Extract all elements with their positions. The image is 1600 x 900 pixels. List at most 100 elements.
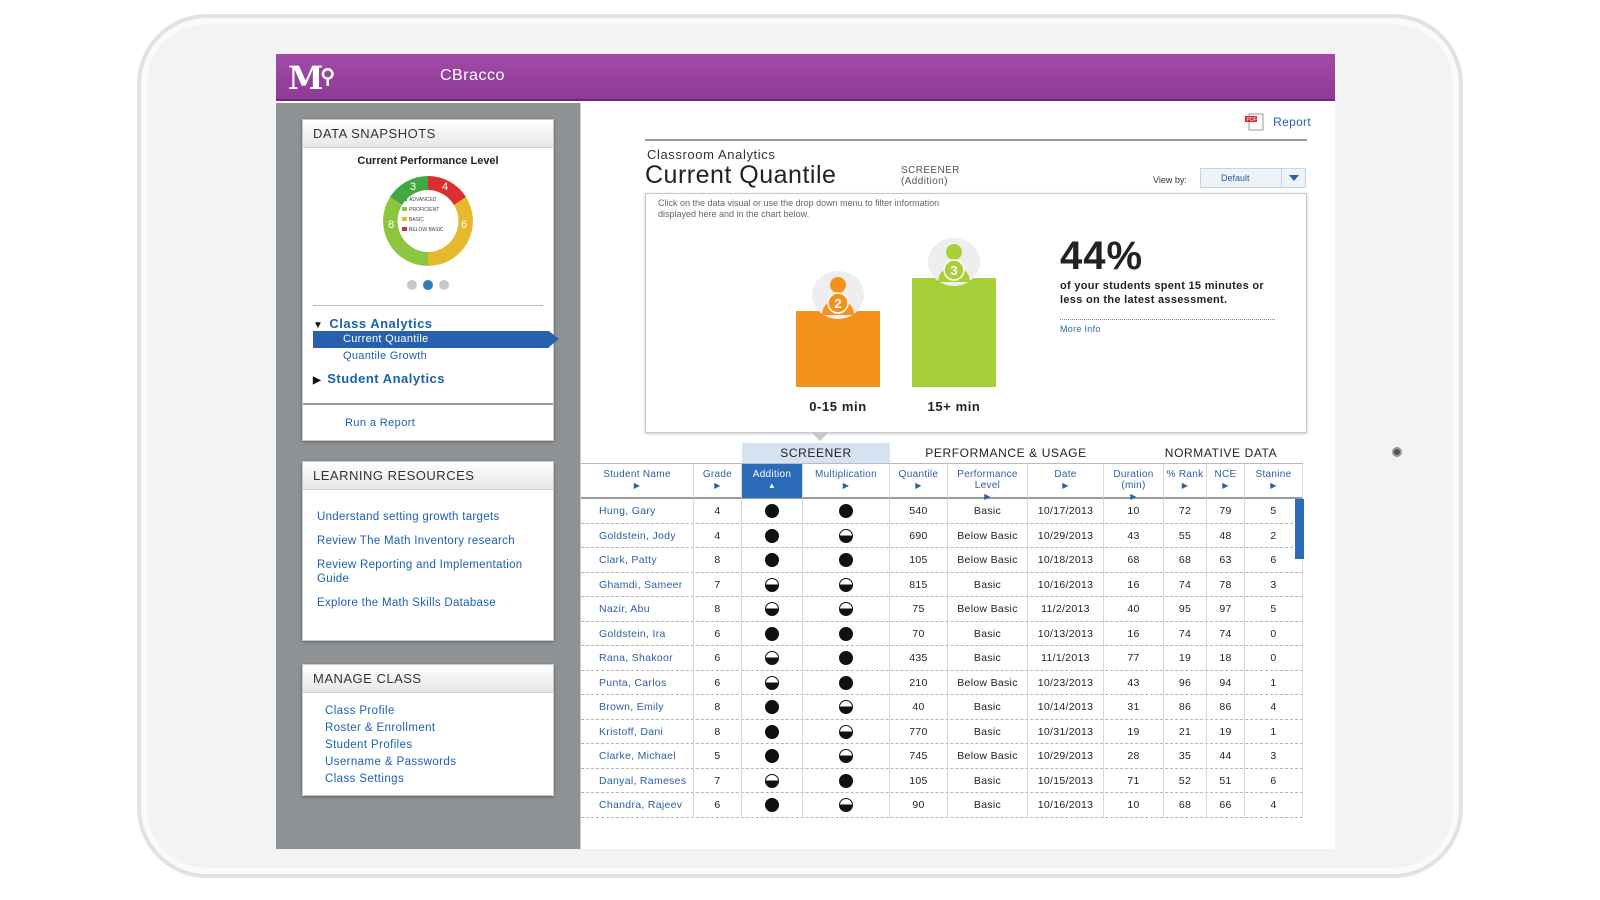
run-report-link[interactable]: Run a Report bbox=[345, 417, 416, 429]
view-by-dropdown[interactable]: Default bbox=[1200, 168, 1306, 188]
table-cell bbox=[803, 719, 890, 744]
table-row[interactable]: Clarke, Michael 5 745 Below Basic 10/29/2013… bbox=[581, 744, 1303, 769]
column-header[interactable]: Performance Level ▶ bbox=[948, 464, 1028, 501]
half-circle-icon bbox=[839, 749, 853, 764]
half-circle-icon bbox=[839, 577, 853, 592]
table-cell bbox=[742, 499, 803, 524]
table-cell: Below Basic bbox=[948, 548, 1028, 573]
student-name-link[interactable]: Clark, Patty bbox=[581, 548, 694, 573]
group-performance: PERFORMANCE & USAGE bbox=[925, 446, 1087, 460]
nav-quantile-growth[interactable]: Quantile Growth bbox=[343, 350, 427, 362]
student-name-link[interactable]: Goldstein, Jody bbox=[581, 523, 694, 548]
learning-link[interactable]: Review Reporting and Implementation Guid… bbox=[317, 559, 523, 585]
learning-link[interactable]: Understand setting growth targets bbox=[317, 511, 500, 523]
table-cell: 72 bbox=[1164, 499, 1207, 524]
donut-label-3: 3 bbox=[410, 181, 416, 193]
table-row[interactable]: Hung, Gary 4 540 Basic 10/17/2013 10 72 79 5 bbox=[581, 499, 1303, 524]
table-cell: 10/18/2013 bbox=[1028, 548, 1104, 573]
manage-link[interactable]: Class Profile bbox=[325, 705, 395, 717]
table-row[interactable]: Goldstein, Ira 6 70 Basic 10/13/2013 16 74 74 0 bbox=[581, 621, 1303, 646]
chart-bar[interactable] bbox=[912, 278, 996, 387]
column-header[interactable]: Grade ▶ bbox=[694, 464, 742, 498]
home-button[interactable] bbox=[1392, 447, 1402, 457]
student-name-link[interactable]: Hung, Gary bbox=[581, 499, 694, 524]
nav-student-analytics[interactable]: ▶ Student Analytics bbox=[313, 371, 446, 386]
student-name-link[interactable]: Danyal, Rameses bbox=[581, 768, 694, 793]
chevron-down-icon[interactable] bbox=[1281, 169, 1305, 187]
manage-link[interactable]: Class Settings bbox=[325, 773, 405, 785]
table-row[interactable]: Rana, Shakoor 6 435 Basic 11/1/2013 77 19 18 0 bbox=[581, 646, 1303, 671]
column-header[interactable]: Multiplication ▶ bbox=[803, 464, 890, 498]
manage-link[interactable]: Username & Passwords bbox=[325, 756, 457, 768]
left-sidebar: DATA SNAPSHOTS Current Performance Level… bbox=[276, 103, 580, 849]
student-name-link[interactable]: Kristoff, Dani bbox=[581, 719, 694, 744]
table-cell: 55 bbox=[1164, 523, 1207, 548]
table-row[interactable]: Punta, Carlos 6 210 Below Basic 10/23/2013 43… bbox=[581, 670, 1303, 695]
table-row[interactable]: Brown, Emily 8 40 Basic 10/14/2013 31 86 86 4 bbox=[581, 695, 1303, 720]
table-cell: 68 bbox=[1164, 793, 1207, 818]
table-row[interactable]: Ghamdi, Sameer 7 815 Basic 10/16/2013 16 74 78 3 bbox=[581, 572, 1303, 597]
performance-donut-chart[interactable]: 3 4 6 8 ADVANCED PROFICIENT BASIC BELOW … bbox=[358, 171, 498, 271]
table-cell: 11/1/2013 bbox=[1028, 646, 1104, 671]
panel-title: MANAGE CLASS bbox=[303, 665, 553, 693]
learning-link[interactable]: Review The Math Inventory research bbox=[317, 535, 515, 547]
half-circle-icon bbox=[839, 528, 853, 543]
student-name-link[interactable]: Ghamdi, Sameer bbox=[581, 572, 694, 597]
report-button[interactable]: PDF Report bbox=[1245, 113, 1311, 131]
student-name-link[interactable]: Chandra, Rajeev bbox=[581, 793, 694, 818]
chart-bar[interactable] bbox=[796, 311, 880, 387]
donut-label-8: 8 bbox=[388, 219, 394, 231]
column-header[interactable]: NCE ▶ bbox=[1207, 464, 1245, 498]
table-scrollbar[interactable] bbox=[1295, 499, 1304, 559]
full-circle-icon bbox=[839, 651, 853, 666]
nav-class-analytics[interactable]: ▼ Class Analytics bbox=[313, 316, 433, 331]
column-header[interactable]: Student Name ▶ bbox=[581, 464, 694, 498]
carousel-dot[interactable] bbox=[407, 280, 417, 290]
table-cell bbox=[803, 744, 890, 769]
table-cell bbox=[742, 719, 803, 744]
manage-link[interactable]: Student Profiles bbox=[325, 739, 413, 751]
student-name-link[interactable]: Goldstein, Ira bbox=[581, 621, 694, 646]
column-header[interactable]: Quantile ▶ bbox=[890, 464, 948, 498]
table-cell: 21 bbox=[1164, 719, 1207, 744]
student-name-link[interactable]: Brown, Emily bbox=[581, 695, 694, 720]
nav-current-quantile[interactable]: Current Quantile bbox=[313, 331, 559, 348]
manage-link[interactable]: Roster & Enrollment bbox=[325, 722, 436, 734]
table-cell: 10/23/2013 bbox=[1028, 670, 1104, 695]
table-row[interactable]: Kristoff, Dani 8 770 Basic 10/31/2013 19 21 19 1 bbox=[581, 719, 1303, 744]
view-by-label: View by: bbox=[1153, 175, 1187, 185]
table-cell: 68 bbox=[1164, 548, 1207, 573]
student-name-link[interactable]: Clarke, Michael bbox=[581, 744, 694, 769]
learning-link[interactable]: Explore the Math Skills Database bbox=[317, 597, 496, 609]
table-cell: 19 bbox=[1104, 719, 1164, 744]
column-header[interactable]: Duration (min) ▶ bbox=[1104, 464, 1164, 501]
column-header[interactable]: Stanine ▶ bbox=[1245, 464, 1303, 498]
full-circle-icon bbox=[839, 773, 853, 788]
table-row[interactable]: Goldstein, Jody 4 690 Below Basic 10/29/2013… bbox=[581, 523, 1303, 548]
table-cell: Basic bbox=[948, 719, 1028, 744]
more-info-link[interactable]: More Info bbox=[1060, 324, 1101, 334]
half-circle-icon bbox=[839, 724, 853, 739]
carousel-dot-active[interactable] bbox=[423, 280, 433, 290]
table-row[interactable]: Chandra, Rajeev 6 90 Basic 10/16/2013 10 68 66 4 bbox=[581, 793, 1303, 818]
full-circle-icon bbox=[765, 700, 779, 715]
column-header[interactable]: Date ▶ bbox=[1028, 464, 1104, 498]
carousel-dot[interactable] bbox=[439, 280, 449, 290]
student-name-link[interactable]: Punta, Carlos bbox=[581, 670, 694, 695]
table-cell: 43 bbox=[1104, 523, 1164, 548]
full-circle-icon bbox=[839, 675, 853, 690]
table-cell: 74 bbox=[1207, 621, 1245, 646]
student-avatar-icon: 2 bbox=[812, 271, 864, 319]
page-title: Current Quantile bbox=[645, 161, 837, 189]
bar-chart[interactable]: 2 0-15 min 3 15+ min bbox=[796, 232, 1006, 432]
table-cell: 18 bbox=[1207, 646, 1245, 671]
table-row[interactable]: Nazir, Abu 8 75 Below Basic 11/2/2013 40 95 97 5 bbox=[581, 597, 1303, 622]
student-name-link[interactable]: Nazir, Abu bbox=[581, 597, 694, 622]
column-header[interactable]: Addition ▲ bbox=[742, 464, 803, 498]
table-row[interactable]: Clark, Patty 8 105 Below Basic 10/18/2013 68 6… bbox=[581, 548, 1303, 573]
column-header[interactable]: % Rank ▶ bbox=[1164, 464, 1207, 498]
student-name-link[interactable]: Rana, Shakoor bbox=[581, 646, 694, 671]
table-row[interactable]: Danyal, Rameses 7 105 Basic 10/15/2013 71 52 51… bbox=[581, 768, 1303, 793]
table-cell: 4 bbox=[1245, 793, 1303, 818]
table-cell: 48 bbox=[1207, 523, 1245, 548]
